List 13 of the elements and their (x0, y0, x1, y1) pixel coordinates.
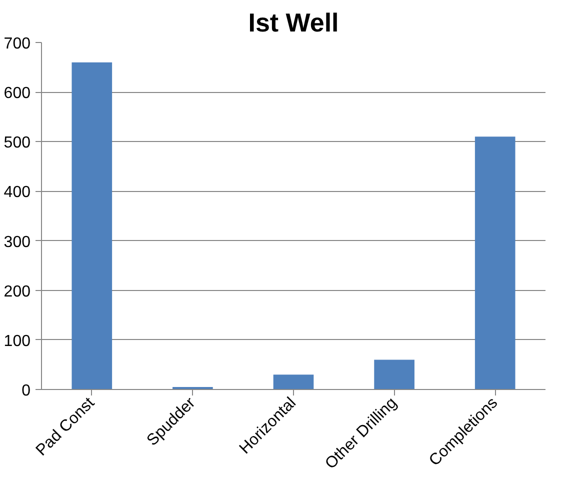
y-tick-label: 400 (4, 184, 31, 202)
bar (273, 374, 314, 390)
y-tick-label: 600 (4, 85, 31, 102)
chart-title: Ist Well (248, 8, 339, 38)
y-tick-label: 0 (22, 382, 31, 400)
y-tick-label: 200 (4, 283, 31, 300)
bar (72, 62, 112, 390)
y-tick-label: 100 (4, 332, 31, 350)
y-tick-label: 300 (4, 234, 31, 251)
bar (474, 136, 516, 390)
y-tick-label: 500 (4, 134, 31, 152)
bar (374, 360, 414, 390)
y-tick-label: 700 (4, 36, 31, 52)
